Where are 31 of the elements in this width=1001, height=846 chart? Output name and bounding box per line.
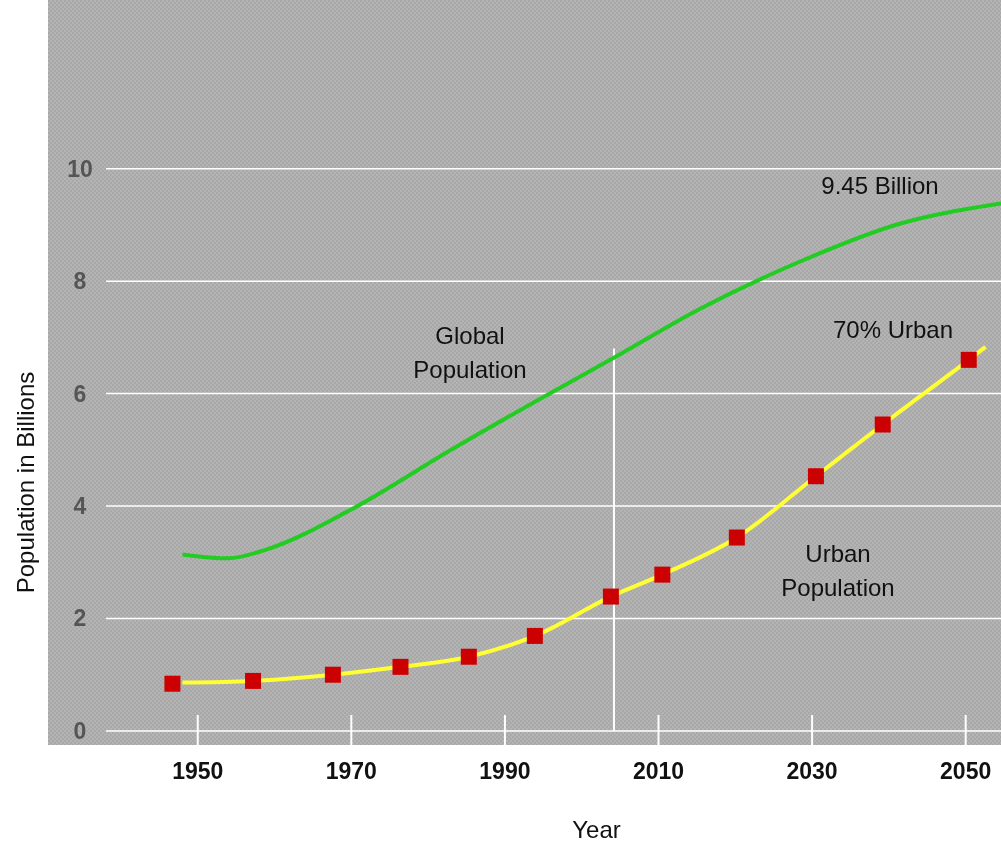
point [960,351,977,368]
y-tick-label: 2 [73,605,87,632]
point [807,468,824,485]
annotation: Global Population [413,322,527,383]
y-axis-title: Population in Billions [12,371,39,594]
x-tick-label: 1950 [172,758,224,784]
y-tick-label: 0 [73,717,87,744]
point [460,648,477,665]
annotation: 70% Urban [832,316,954,343]
x-tick-label: 2030 [786,758,838,784]
x-tick-label: 1990 [479,758,531,784]
y-tick-label: 8 [73,268,87,295]
annotation: Urban Population [781,540,895,601]
x-tick-label: 2050 [940,758,992,784]
y-tick-label: 10 [67,155,93,182]
point [245,672,262,689]
point [602,588,619,605]
x-tick-label: 1970 [325,758,377,784]
y-tick-label: 6 [73,380,87,407]
line-series [180,201,1001,561]
x-axis-title: Year [572,816,621,843]
y-tick-label: 4 [73,493,87,520]
point [874,416,891,433]
point [526,627,543,644]
annotation: 9.45 Billion [821,172,939,199]
point [392,658,409,675]
point [164,675,181,692]
point [728,529,745,546]
point [654,566,671,583]
x-tick-label: 2010 [632,758,685,784]
point [324,666,341,683]
